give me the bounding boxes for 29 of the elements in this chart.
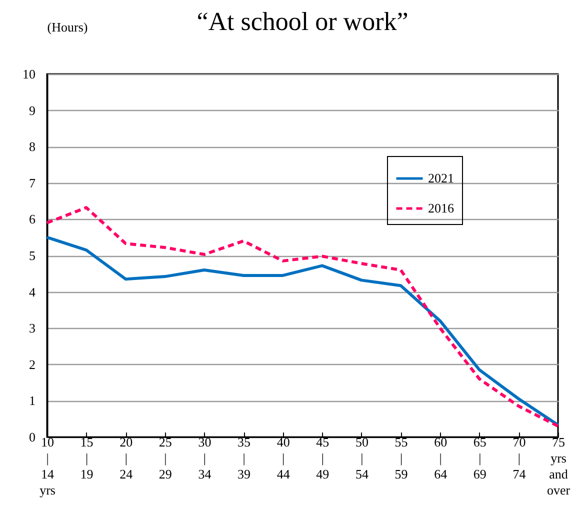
y-axis-title: (Hours) xyxy=(47,20,88,34)
x-tick-label: 55 | 59 xyxy=(394,434,408,482)
y-tick-label: 2 xyxy=(29,356,36,372)
y-tick-label: 9 xyxy=(29,102,36,118)
x-tick-label: 60 | 64 xyxy=(434,434,448,482)
y-tick-label: 6 xyxy=(29,212,36,227)
x-tick-label: 40 | 44 xyxy=(276,434,290,482)
y-tick-label: 5 xyxy=(29,248,36,263)
y-tick-label: 10 xyxy=(22,66,36,82)
y-tick-label: 8 xyxy=(29,139,36,154)
x-tick-label: 65 | 69 xyxy=(473,434,486,482)
x-tick-label: 20 | 24 xyxy=(120,434,134,482)
chart-title: “At school or work” xyxy=(196,7,408,36)
x-tick-label: 25 | 29 xyxy=(158,434,172,482)
x-tick-label: 50 | 54 xyxy=(355,434,369,482)
y-tick-label: 3 xyxy=(29,320,36,336)
y-tick-label: 7 xyxy=(29,175,36,190)
x-tick-label: 45 | 49 xyxy=(316,434,330,482)
y-tick-label: 0 xyxy=(29,430,36,444)
x-tick-label: 70 | 74 xyxy=(512,434,526,482)
y-tick-label: 1 xyxy=(29,393,36,408)
x-tick-label: 75 yrs and over xyxy=(546,434,571,498)
legend-label: 2016 xyxy=(428,200,454,216)
x-tick-label: 35 | 39 xyxy=(238,434,251,482)
x-tick-label: 15 | 19 xyxy=(80,434,94,482)
y-tick-label: 4 xyxy=(29,284,36,300)
x-tick-label: 30 | 34 xyxy=(198,434,212,482)
x-tick-label: 10 | 14 yrs xyxy=(40,434,56,498)
legend-label: 2021 xyxy=(428,170,454,186)
